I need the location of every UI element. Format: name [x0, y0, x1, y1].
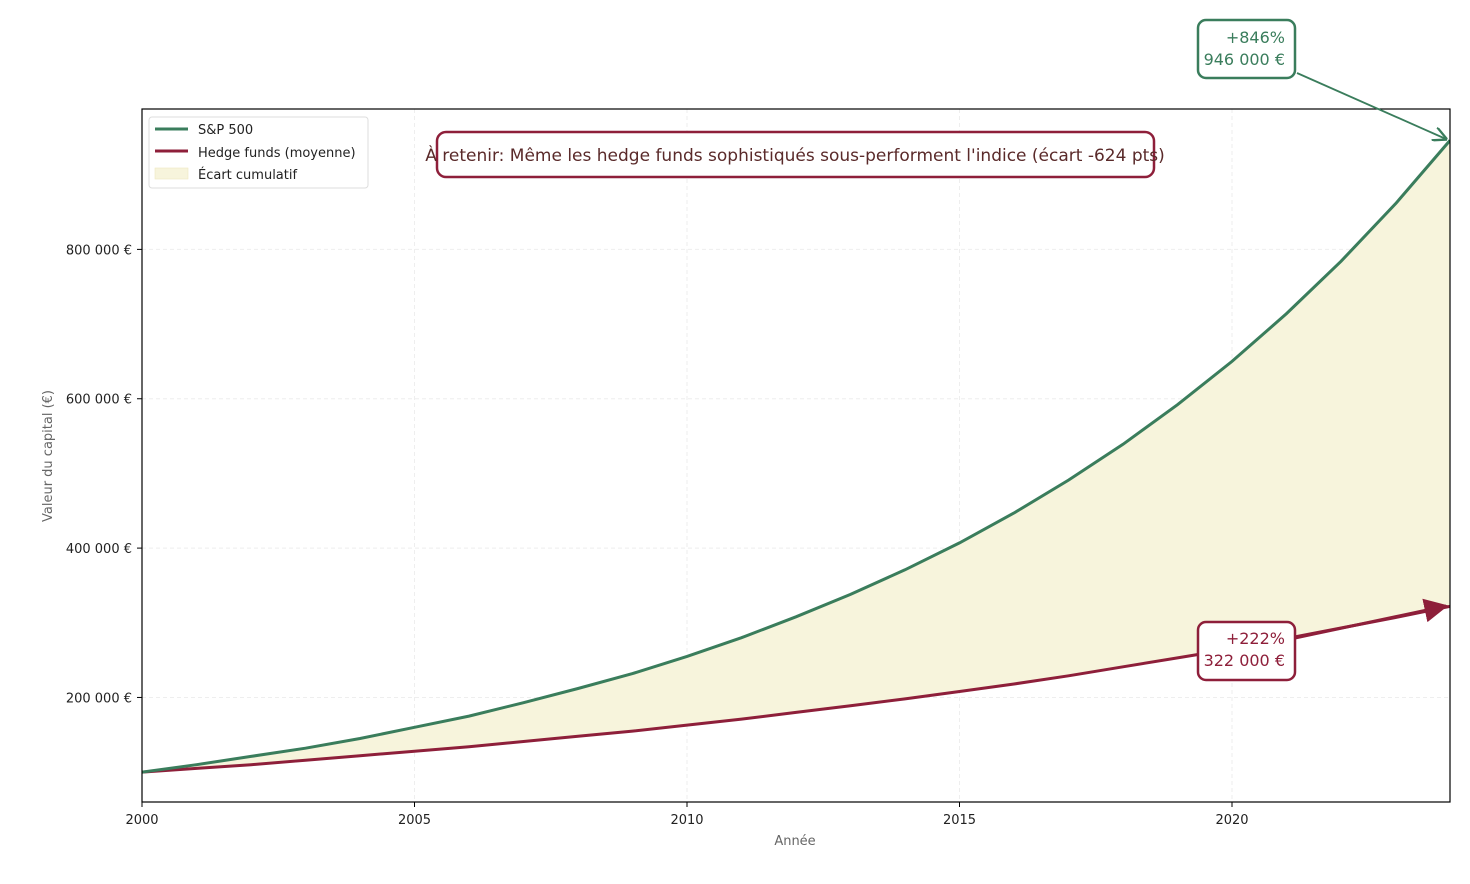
hedge-pct-label: +222% — [1226, 629, 1285, 648]
y-tick-label: 400 000 € — [66, 542, 132, 557]
takeaway-text: À retenir: Même les hedge funds sophisti… — [425, 144, 1165, 166]
x-tick-label: 2010 — [670, 813, 703, 828]
y-axis-ticks: 200 000 € 400 000 € 600 000 € 800 000 € — [66, 243, 142, 706]
x-axis-label: Année — [774, 834, 815, 849]
x-tick-label: 2020 — [1215, 813, 1248, 828]
plot-frame — [141, 108, 1451, 803]
sp500-line — [142, 139, 1450, 774]
y-axis-label: Valeur du capital (€) — [41, 390, 56, 522]
takeaway-note: À retenir: Même les hedge funds sophisti… — [425, 130, 1165, 179]
legend-gap-swatch — [154, 167, 189, 180]
x-tick-label: 2015 — [943, 813, 976, 828]
x-tick-label: 2005 — [398, 813, 431, 828]
hedge-end-callout: +222% 322 000 € — [1196, 598, 1449, 682]
sp500-pct-label: +846% — [1226, 28, 1285, 47]
hedge-arrow — [1294, 598, 1449, 640]
sp500-end-callout: +846% 946 000 € — [1196, 18, 1446, 139]
legend-sp500-label: S&P 500 — [198, 123, 253, 138]
y-tick-label: 600 000 € — [66, 393, 132, 408]
y-tick-label: 800 000 € — [66, 243, 132, 258]
gap-fill-area — [142, 140, 1450, 773]
sp500-value-label: 946 000 € — [1204, 50, 1285, 69]
x-axis-ticks: 2000 2005 2010 2015 2020 — [125, 802, 1249, 828]
x-tick-label: 2000 — [125, 813, 158, 828]
hedge-value-label: 322 000 € — [1204, 651, 1285, 670]
sp500-arrow — [1296, 72, 1446, 139]
legend-hedge-label: Hedge funds (moyenne) — [198, 146, 356, 161]
y-tick-label: 200 000 € — [66, 691, 132, 706]
legend: S&P 500 Hedge funds (moyenne) Écart cumu… — [148, 116, 369, 189]
legend-gap-label: Écart cumulatif — [198, 167, 297, 183]
